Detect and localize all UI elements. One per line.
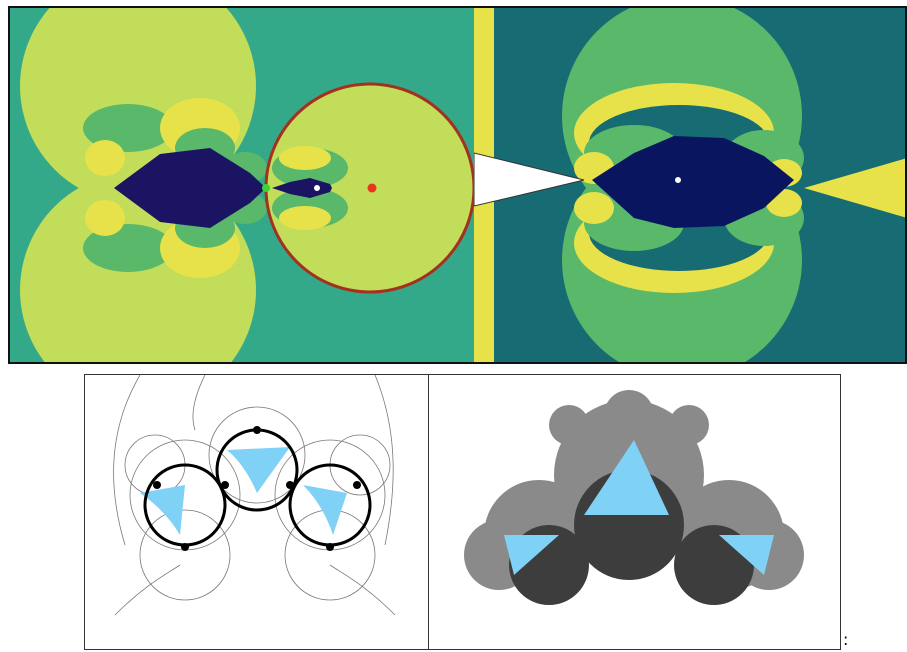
center-triangle — [227, 447, 290, 493]
bottom-right-limit-set-panel — [428, 374, 841, 650]
green-point — [262, 184, 270, 192]
trailing-punctuation: : — [843, 630, 849, 649]
top-right-fractal-svg — [474, 8, 905, 362]
filled-julia-set-right — [592, 136, 794, 228]
top-left-fractal-svg — [10, 8, 474, 362]
top-right-fractal-panel — [474, 6, 907, 364]
bottom-right-limit-set-svg — [429, 375, 840, 649]
red-point — [367, 183, 377, 193]
bottom-left-limit-set-svg — [85, 375, 428, 649]
left-blue-region — [504, 535, 559, 575]
white-point-right — [675, 177, 681, 183]
top-left-fractal-panel — [8, 6, 474, 364]
filled-julia-set — [114, 148, 266, 228]
right-blue-region — [719, 535, 774, 575]
white-point — [314, 185, 320, 191]
left-triangle — [140, 485, 185, 535]
center-blue-region — [584, 440, 669, 515]
white-wedge — [474, 152, 585, 207]
right-triangle — [303, 485, 347, 535]
bottom-left-limit-set-panel — [84, 374, 429, 650]
